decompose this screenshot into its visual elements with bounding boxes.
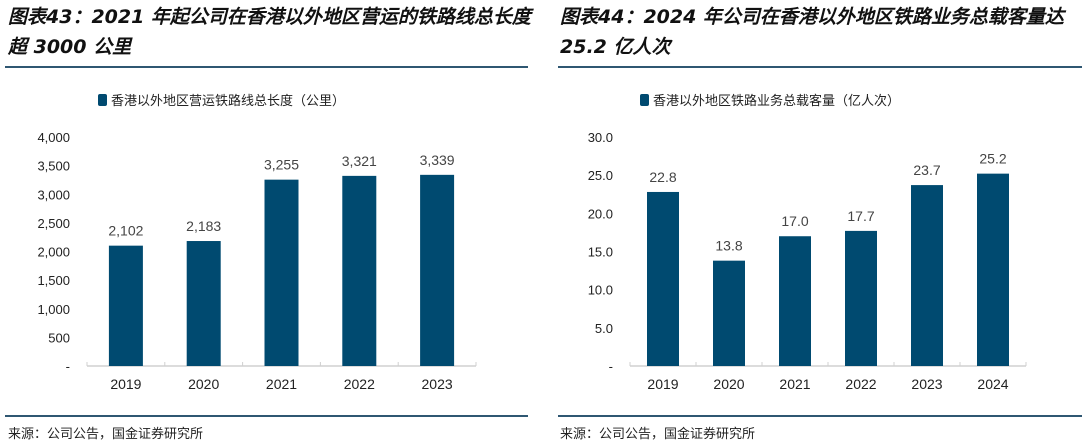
y-tick-label: 30.0 — [588, 130, 613, 145]
y-tick-label: 4,000 — [37, 130, 70, 145]
y-tick-label: - — [66, 359, 70, 374]
x-tick-label: 2022 — [344, 376, 375, 392]
x-tick-label: 2021 — [266, 376, 297, 392]
header-divider-right — [558, 66, 1082, 68]
y-tick-label: 25.0 — [588, 168, 613, 183]
y-tick-label: - — [609, 359, 613, 374]
bar-2022 — [845, 230, 877, 366]
y-tick-label: 2,000 — [37, 245, 70, 260]
x-tick-label: 2022 — [845, 376, 876, 392]
legend-label: 香港以外地区营运铁路线总长度（公里） — [111, 93, 345, 109]
data-label: 25.2 — [979, 151, 1006, 167]
y-tick-label: 5.0 — [595, 321, 613, 336]
header-divider-left — [5, 66, 528, 68]
footer-divider-right — [558, 415, 1082, 417]
y-tick-label: 1,000 — [37, 302, 70, 317]
data-label: 22.8 — [649, 169, 676, 185]
legend-label: 香港以外地区铁路业务总载客量（亿人次） — [653, 93, 900, 109]
data-label: 17.0 — [781, 213, 808, 229]
bar-2019 — [108, 245, 143, 366]
x-tick-label: 2023 — [422, 376, 453, 392]
data-label: 3,255 — [264, 157, 299, 173]
legend-swatch — [640, 94, 649, 106]
x-tick-label: 2020 — [188, 376, 219, 392]
x-tick-label: 2023 — [911, 376, 942, 392]
footer-divider-left — [5, 415, 528, 417]
source-note-right: 来源：公司公告，国金证券研究所 — [560, 427, 756, 442]
y-tick-label: 20.0 — [588, 206, 613, 221]
bar-2024 — [977, 173, 1009, 366]
data-label: 3,339 — [420, 152, 455, 168]
legend-swatch — [98, 94, 107, 106]
data-label: 13.8 — [715, 238, 742, 254]
x-tick-label: 2020 — [713, 376, 744, 392]
bar-2021 — [779, 236, 811, 366]
y-tick-label: 10.0 — [588, 283, 613, 298]
x-tick-label: 2024 — [977, 376, 1008, 392]
y-tick-label: 2,500 — [37, 216, 70, 231]
bar-2023 — [420, 174, 455, 366]
data-label: 23.7 — [913, 162, 940, 178]
data-label: 2,183 — [186, 218, 221, 234]
x-tick-label: 2021 — [779, 376, 810, 392]
source-note-left: 来源：公司公告，国金证券研究所 — [8, 427, 204, 442]
y-tick-label: 500 — [48, 330, 70, 345]
bar-2021 — [264, 179, 299, 366]
x-tick-label: 2019 — [647, 376, 678, 392]
y-tick-label: 3,000 — [37, 187, 70, 202]
bar-2023 — [911, 185, 943, 366]
data-label: 2,102 — [108, 223, 143, 239]
bar-2020 — [186, 241, 221, 366]
x-tick-label: 2019 — [110, 376, 141, 392]
chart-title-left: 图表43：2021 年起公司在香港以外地区营运的铁路线总长度超 3000 公里 — [8, 6, 531, 58]
y-tick-label: 3,500 — [37, 159, 70, 174]
data-label: 3,321 — [342, 153, 377, 169]
data-label: 17.7 — [847, 208, 874, 224]
y-tick-label: 1,500 — [37, 273, 70, 288]
chart-title-right: 图表44：2024 年公司在香港以外地区铁路业务总载客量达 25.2 亿人次 — [560, 6, 1064, 58]
bar-2022 — [342, 175, 377, 366]
bar-2019 — [647, 191, 679, 366]
bar-2020 — [713, 260, 745, 366]
y-tick-label: 15.0 — [588, 245, 613, 260]
